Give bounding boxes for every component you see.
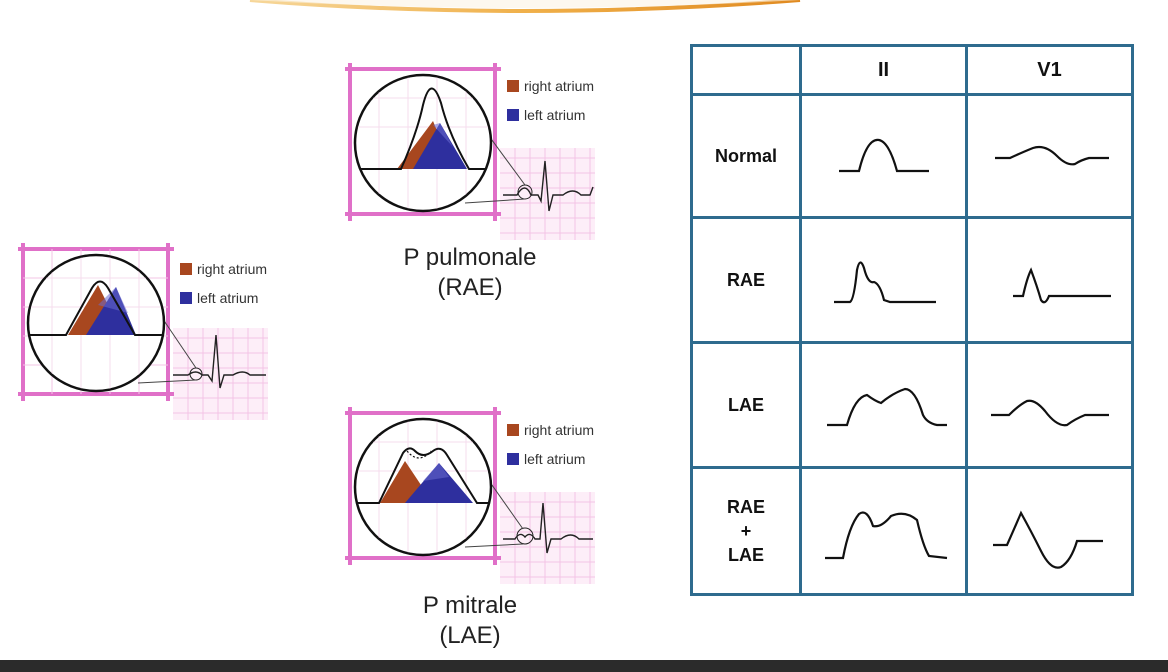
row-label-rae: RAE <box>690 216 802 344</box>
caption-title: P mitrale <box>422 592 518 619</box>
row-label-line: RAE <box>726 497 765 517</box>
right-atrium-swatch <box>507 424 519 436</box>
row-label-line: + <box>740 521 752 541</box>
wave-rae-ii <box>799 216 968 344</box>
legend-left-atrium-label: left atrium <box>524 451 586 467</box>
ekg-grid-strip <box>500 492 595 584</box>
p-mitrale-diagram: right atrium left atrium <box>345 407 605 587</box>
caption-title: P pulmonale <box>403 244 537 271</box>
wave-lae-v1 <box>965 341 1134 469</box>
legend-right-atrium-label: right atrium <box>524 78 595 94</box>
wave-rae-lae-v1 <box>965 466 1134 596</box>
caption-subtitle: (LAE) <box>439 622 501 649</box>
mitrale-atria-illustration <box>345 407 595 584</box>
ekg-grid-strip <box>500 148 595 240</box>
header-lead-ii: II <box>799 44 968 96</box>
table-header-row: II V1 <box>690 44 1134 96</box>
left-atrium-swatch <box>507 109 519 121</box>
table-row: Normal <box>690 93 1134 219</box>
header-lead-v1: V1 <box>965 44 1134 96</box>
row-label-lae: LAE <box>690 341 802 469</box>
wave-normal-ii <box>799 93 968 219</box>
legend-right-atrium: right atrium <box>507 422 594 438</box>
bottom-bar <box>0 660 1168 672</box>
ekg-grid-strip <box>173 328 268 420</box>
table-row: RAE + LAE <box>690 466 1134 596</box>
legend-left-atrium-label: left atrium <box>197 290 259 306</box>
table-row: LAE <box>690 341 1134 469</box>
row-label-normal: Normal <box>690 93 802 219</box>
p-mitrale-caption: P mitrale (LAE) <box>370 591 570 651</box>
right-atrium-swatch <box>507 80 519 92</box>
legend-left-atrium: left atrium <box>507 451 585 467</box>
p-wave-morphology-table: II V1 Normal RAE LAE RAE + LAE <box>690 44 1134 596</box>
wave-rae-v1 <box>965 216 1134 344</box>
left-atrium-swatch <box>180 292 192 304</box>
left-atrium-swatch <box>507 453 519 465</box>
row-label-line: LAE <box>728 545 764 565</box>
table-row: RAE <box>690 216 1134 344</box>
pulmonale-atria-illustration <box>345 63 595 240</box>
right-atrium-swatch <box>180 263 192 275</box>
p-pulmonale-diagram: right atrium left atrium <box>345 63 605 243</box>
normal-p-wave-diagram: right atrium left atrium <box>18 243 278 423</box>
legend-left-atrium-label: left atrium <box>524 107 586 123</box>
wave-normal-v1 <box>965 93 1134 219</box>
row-label-rae-lae: RAE + LAE <box>690 466 802 596</box>
legend-left-atrium: left atrium <box>507 107 585 123</box>
header-empty-cell <box>690 44 802 96</box>
p-pulmonale-caption: P pulmonale (RAE) <box>370 243 570 303</box>
decorative-top-arc <box>249 0 801 13</box>
wave-rae-lae-ii <box>799 466 968 596</box>
legend-right-atrium-label: right atrium <box>524 422 595 438</box>
legend-right-atrium: right atrium <box>180 261 267 277</box>
legend-right-atrium-label: right atrium <box>197 261 268 277</box>
legend-left-atrium: left atrium <box>180 290 258 306</box>
legend-right-atrium: right atrium <box>507 78 594 94</box>
normal-atria-illustration <box>18 243 268 420</box>
caption-subtitle: (RAE) <box>437 274 503 301</box>
wave-lae-ii <box>799 341 968 469</box>
